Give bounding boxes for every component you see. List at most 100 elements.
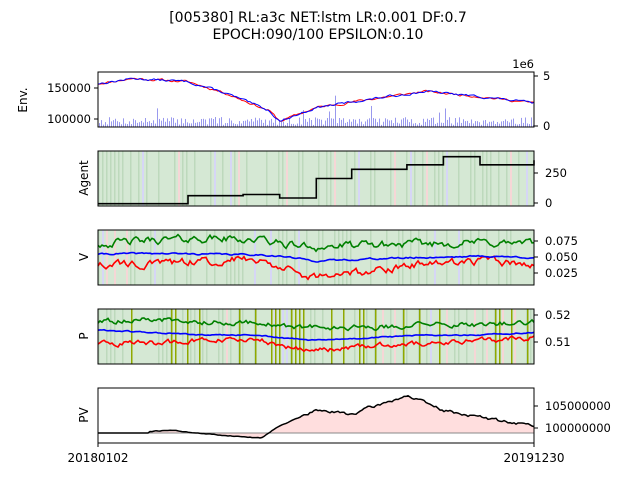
- p-buy-band: [282, 309, 284, 364]
- env-price-line-red: [97, 77, 535, 122]
- pv-ytick-label-105000000: 105000000: [545, 399, 611, 413]
- agent-hold-band: [474, 151, 476, 206]
- v-hold-band: [338, 230, 340, 285]
- env-volume-bar: [323, 124, 324, 127]
- env-volume-bar: [329, 111, 330, 127]
- p-hold-policy-line: [97, 328, 535, 342]
- env-volume-bar: [261, 119, 262, 127]
- agent-ytick-label-250: 250: [545, 166, 567, 180]
- p-hold-band: [182, 309, 184, 364]
- env-volume-bar: [405, 117, 406, 127]
- env-volume-bar: [141, 120, 142, 127]
- env-volume-bar: [155, 123, 156, 127]
- env-volume-bar: [401, 119, 402, 127]
- env-volume-bar: [283, 121, 284, 127]
- env-volume-bar: [139, 122, 140, 127]
- p-hold-band: [110, 309, 112, 364]
- env-volume-bar: [235, 123, 236, 127]
- agent-buy-band: [358, 151, 360, 206]
- env-volume-bar: [491, 121, 492, 127]
- env-volume-bar: [357, 123, 358, 127]
- agent-hold-band: [302, 151, 304, 206]
- env-volume-tick-label-5: 5: [543, 69, 550, 83]
- env-volume-bar: [523, 122, 524, 127]
- env-volume-bar: [345, 122, 346, 127]
- env-volume-bar: [461, 122, 462, 127]
- v-sell-value-line: [97, 255, 535, 281]
- env-volume-bar: [515, 123, 516, 127]
- env-volume-bar: [267, 124, 268, 127]
- x-tick-label-end: 20191230: [503, 451, 564, 465]
- env-volume-bar: [473, 123, 474, 127]
- p-sell-band: [226, 309, 228, 364]
- env-volume-bar: [469, 123, 470, 127]
- env-volume-bar: [217, 123, 218, 127]
- p-buy-band: [286, 309, 288, 364]
- env-volume-bar: [119, 122, 120, 127]
- env-volume-bar: [305, 119, 306, 127]
- env-volume-bar: [503, 120, 504, 127]
- agent-sell-band: [286, 151, 288, 206]
- p-hold-band: [242, 309, 244, 364]
- env-volume-bar: [371, 105, 372, 127]
- env-volume-bar: [237, 124, 238, 127]
- env-volume-bar: [321, 119, 322, 127]
- agent-hold-band: [174, 151, 176, 206]
- v-hold-band: [230, 230, 232, 285]
- env-volume-bar: [297, 123, 298, 127]
- p-sell-band: [474, 309, 476, 364]
- agent-sell-band: [394, 151, 396, 206]
- p-plot-area: [97, 309, 535, 364]
- env-volume-bar: [451, 123, 452, 127]
- agent-hold-band: [186, 151, 188, 206]
- p-exploration-band: [343, 309, 345, 364]
- env-volume-bar: [397, 122, 398, 127]
- env-volume-bar: [317, 118, 318, 127]
- env-volume-bar: [269, 120, 270, 127]
- p-hold-band: [454, 309, 456, 364]
- env-volume-bar: [333, 118, 334, 127]
- env-volume-bar: [159, 118, 160, 127]
- env-volume-bar: [383, 121, 384, 127]
- agent-stock-count-line: [98, 155, 535, 205]
- agent-hold-band: [490, 151, 492, 206]
- env-volume-bar: [353, 119, 354, 127]
- env-volume-bar: [265, 119, 266, 127]
- env-volume-bar: [457, 122, 458, 127]
- env-volume-bar: [377, 122, 378, 127]
- env-volume-bar: [211, 118, 212, 127]
- env-volume-bar: [449, 117, 450, 127]
- agent-hold-band: [506, 151, 508, 206]
- env-volume-bar: [437, 122, 438, 127]
- p-hold-band: [406, 309, 408, 364]
- env-volume-bar: [487, 123, 488, 127]
- env-volume-bar: [111, 121, 112, 127]
- agent-hold-band: [298, 151, 300, 206]
- env-volume-bar: [363, 124, 364, 127]
- p-hold-band: [418, 309, 420, 364]
- env-volume-axis-offset: 1e6: [512, 57, 534, 71]
- env-volume-bar: [349, 119, 350, 127]
- p-exploration-band: [255, 309, 257, 364]
- p-hold-band: [466, 309, 468, 364]
- agent-ytick-label-0: 0: [545, 196, 552, 210]
- p-sell-band: [502, 309, 504, 364]
- p-hold-band: [254, 309, 256, 364]
- agent-hold-band: [138, 151, 140, 206]
- env-volume-bar: [101, 120, 102, 127]
- agent-hold-band: [354, 151, 356, 206]
- env-volume-bar: [337, 123, 338, 127]
- agent-hold-band: [118, 151, 120, 206]
- v-buy-band: [270, 230, 272, 285]
- env-volume-bar: [213, 119, 214, 127]
- v-hold-band: [282, 230, 284, 285]
- p-hold-band: [314, 309, 316, 364]
- env-volume-bar: [313, 124, 314, 127]
- env-volume-bar: [291, 123, 292, 127]
- env-volume-bar: [529, 124, 530, 127]
- v-buy-band: [254, 230, 256, 285]
- env-plot-area: [97, 77, 535, 127]
- v-hold-band: [346, 230, 348, 285]
- v-hold-band: [150, 230, 152, 285]
- env-price-line-blue: [97, 77, 535, 122]
